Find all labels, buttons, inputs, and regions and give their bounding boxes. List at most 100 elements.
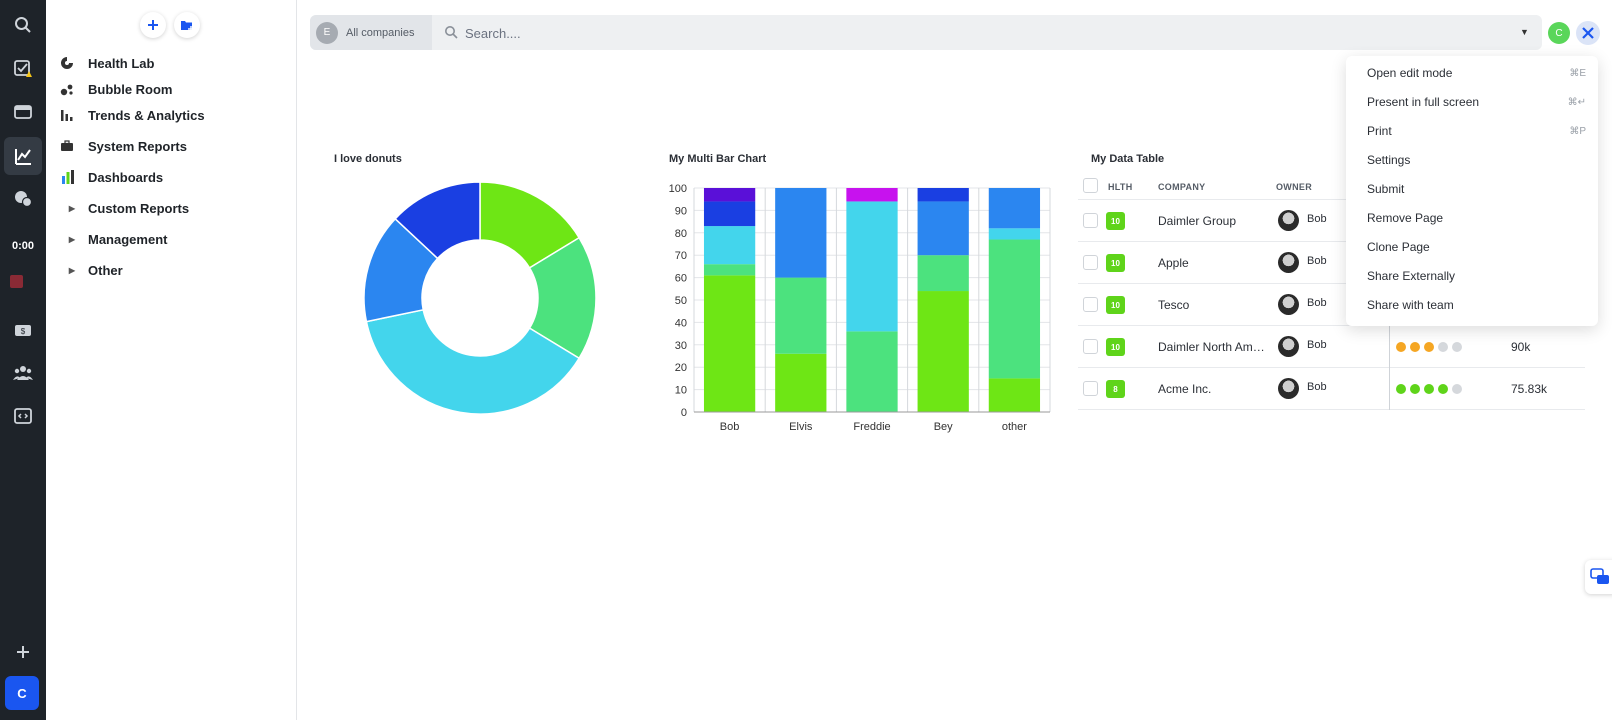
bar-segment[interactable] <box>917 188 969 202</box>
analytics-icon[interactable] <box>4 137 42 175</box>
table-row[interactable]: 10 Daimler North Ame... Bob 90k <box>1078 326 1585 368</box>
user-avatar[interactable]: C <box>5 676 39 710</box>
tasks-alert-icon[interactable] <box>4 50 42 88</box>
add-folder-button[interactable] <box>174 12 200 38</box>
owner-cell: Bob <box>1307 213 1327 225</box>
health-badge: 10 <box>1106 212 1125 230</box>
table-header: HLTH COMPANY OWNER <box>1078 171 1585 200</box>
menu-item-print[interactable]: Print ⌘P <box>1346 118 1598 144</box>
health-icon <box>60 56 84 70</box>
company-cell[interactable]: Apple <box>1158 256 1189 270</box>
menu-item-label: Present in full screen <box>1367 95 1480 109</box>
page-tools-button[interactable] <box>1576 21 1600 45</box>
menu-item-shortcut: ⌘E <box>1569 67 1586 79</box>
user-status-avatar[interactable]: C <box>1548 22 1570 44</box>
y-tick-label: 60 <box>675 273 687 285</box>
company-cell[interactable]: Acme Inc. <box>1158 382 1212 396</box>
row-checkbox[interactable] <box>1083 381 1098 396</box>
owner-cell: Bob <box>1307 381 1327 393</box>
menu-item-open-edit-mode[interactable]: Open edit mode ⌘E <box>1346 60 1598 86</box>
bar-segment[interactable] <box>703 226 756 265</box>
chat-icon[interactable] <box>4 180 42 218</box>
chevron-down-icon[interactable]: ▼ <box>1520 27 1529 37</box>
billing-icon[interactable]: $ <box>4 311 42 349</box>
menu-item-share-externally[interactable]: Share Externally <box>1346 263 1598 289</box>
health-badge: 10 <box>1106 296 1125 314</box>
header-owner[interactable]: OWNER <box>1276 182 1312 192</box>
sidebar-item-dashboards[interactable]: Dashboards <box>60 165 163 189</box>
inbox-icon[interactable] <box>4 93 42 131</box>
bar-segment[interactable] <box>917 255 969 292</box>
donut-chart-title: I love donuts <box>334 153 402 165</box>
bar-segment[interactable] <box>703 201 756 227</box>
table-row[interactable]: 10 Apple Bob <box>1078 242 1585 284</box>
page-actions-menu: Open edit mode ⌘E Present in full screen ⌘↵… <box>1346 56 1598 326</box>
sidebar-item-management[interactable]: ▶ Management <box>60 227 168 251</box>
bar-segment[interactable] <box>988 239 1041 379</box>
donut-slice[interactable] <box>528 236 597 360</box>
menu-item-label: Settings <box>1367 153 1411 167</box>
score-dots <box>1396 342 1462 352</box>
bar-segment[interactable] <box>988 228 1041 240</box>
chat-support-button[interactable] <box>1585 560 1612 594</box>
menu-item-settings[interactable]: Settings <box>1346 147 1598 173</box>
donut-slice[interactable] <box>394 181 481 260</box>
bar-segment[interactable] <box>775 188 827 278</box>
row-checkbox[interactable] <box>1083 213 1098 228</box>
bar-segment[interactable] <box>988 188 1041 229</box>
bar-segment[interactable] <box>775 277 827 354</box>
bar-segment[interactable] <box>846 201 898 332</box>
sidebar-item-health-lab[interactable]: Health Lab <box>60 51 154 75</box>
bar-segment[interactable] <box>775 353 827 412</box>
donut-slice[interactable] <box>365 308 581 415</box>
row-checkbox[interactable] <box>1083 255 1098 270</box>
score-dot <box>1424 384 1434 394</box>
code-icon[interactable] <box>4 397 42 435</box>
menu-item-share-with-team[interactable]: Share with team <box>1346 292 1598 318</box>
company-cell[interactable]: Daimler North Ame... <box>1158 340 1268 354</box>
add-icon[interactable] <box>4 633 42 671</box>
company-selector[interactable]: E All companies <box>310 15 432 50</box>
company-cell[interactable]: Daimler Group <box>1158 214 1237 228</box>
owner-cell: Bob <box>1307 297 1327 309</box>
health-badge: 10 <box>1106 254 1125 272</box>
table-row[interactable]: 8 Acme Inc. Bob 75.83k <box>1078 368 1585 410</box>
menu-item-clone-page[interactable]: Clone Page <box>1346 234 1598 260</box>
score-dot <box>1396 342 1406 352</box>
menu-item-submit[interactable]: Submit <box>1346 176 1598 202</box>
sidebar-item-system-reports[interactable]: System Reports <box>60 134 187 158</box>
sidebar-item-bubble-room[interactable]: Bubble Room <box>60 77 173 101</box>
bar-segment[interactable] <box>846 188 898 202</box>
health-badge: 10 <box>1106 338 1125 356</box>
x-tick-label: other <box>1002 421 1027 433</box>
row-checkbox[interactable] <box>1083 339 1098 354</box>
menu-item-label: Print <box>1367 124 1392 138</box>
sidebar-item-other[interactable]: ▶ Other <box>60 258 123 282</box>
add-page-button[interactable] <box>140 12 166 38</box>
sidebar-item-label: Other <box>88 262 123 278</box>
select-all-checkbox[interactable] <box>1083 178 1098 193</box>
header-health[interactable]: HLTH <box>1108 182 1133 192</box>
search-icon[interactable] <box>4 6 42 44</box>
menu-item-remove-page[interactable]: Remove Page <box>1346 205 1598 231</box>
bar-segment[interactable] <box>846 331 898 412</box>
sidebar-item-label: Dashboards <box>88 169 164 185</box>
sidebar-item-trends[interactable]: Trends & Analytics <box>60 103 205 127</box>
chat-bubble-icon <box>1590 568 1609 584</box>
sidebar-item-custom-reports[interactable]: ▶ Custom Reports <box>60 196 189 220</box>
bar-segment[interactable] <box>917 291 969 412</box>
caret-right-icon: ▶ <box>68 234 76 244</box>
bar-segment[interactable] <box>917 201 969 256</box>
menu-item-present-in-full-screen[interactable]: Present in full screen ⌘↵ <box>1346 89 1598 115</box>
bar-segment[interactable] <box>988 378 1041 412</box>
bar-segment[interactable] <box>703 264 756 276</box>
company-cell[interactable]: Tesco <box>1158 298 1190 312</box>
bar-segment[interactable] <box>703 275 756 412</box>
header-company[interactable]: COMPANY <box>1158 182 1206 192</box>
bar-segment[interactable] <box>703 188 756 202</box>
search-input[interactable] <box>465 22 1365 44</box>
dashboard-icon <box>60 169 84 185</box>
row-checkbox[interactable] <box>1083 297 1098 312</box>
amount-cell: 75.83k <box>1511 382 1548 396</box>
users-icon[interactable] <box>4 354 42 392</box>
